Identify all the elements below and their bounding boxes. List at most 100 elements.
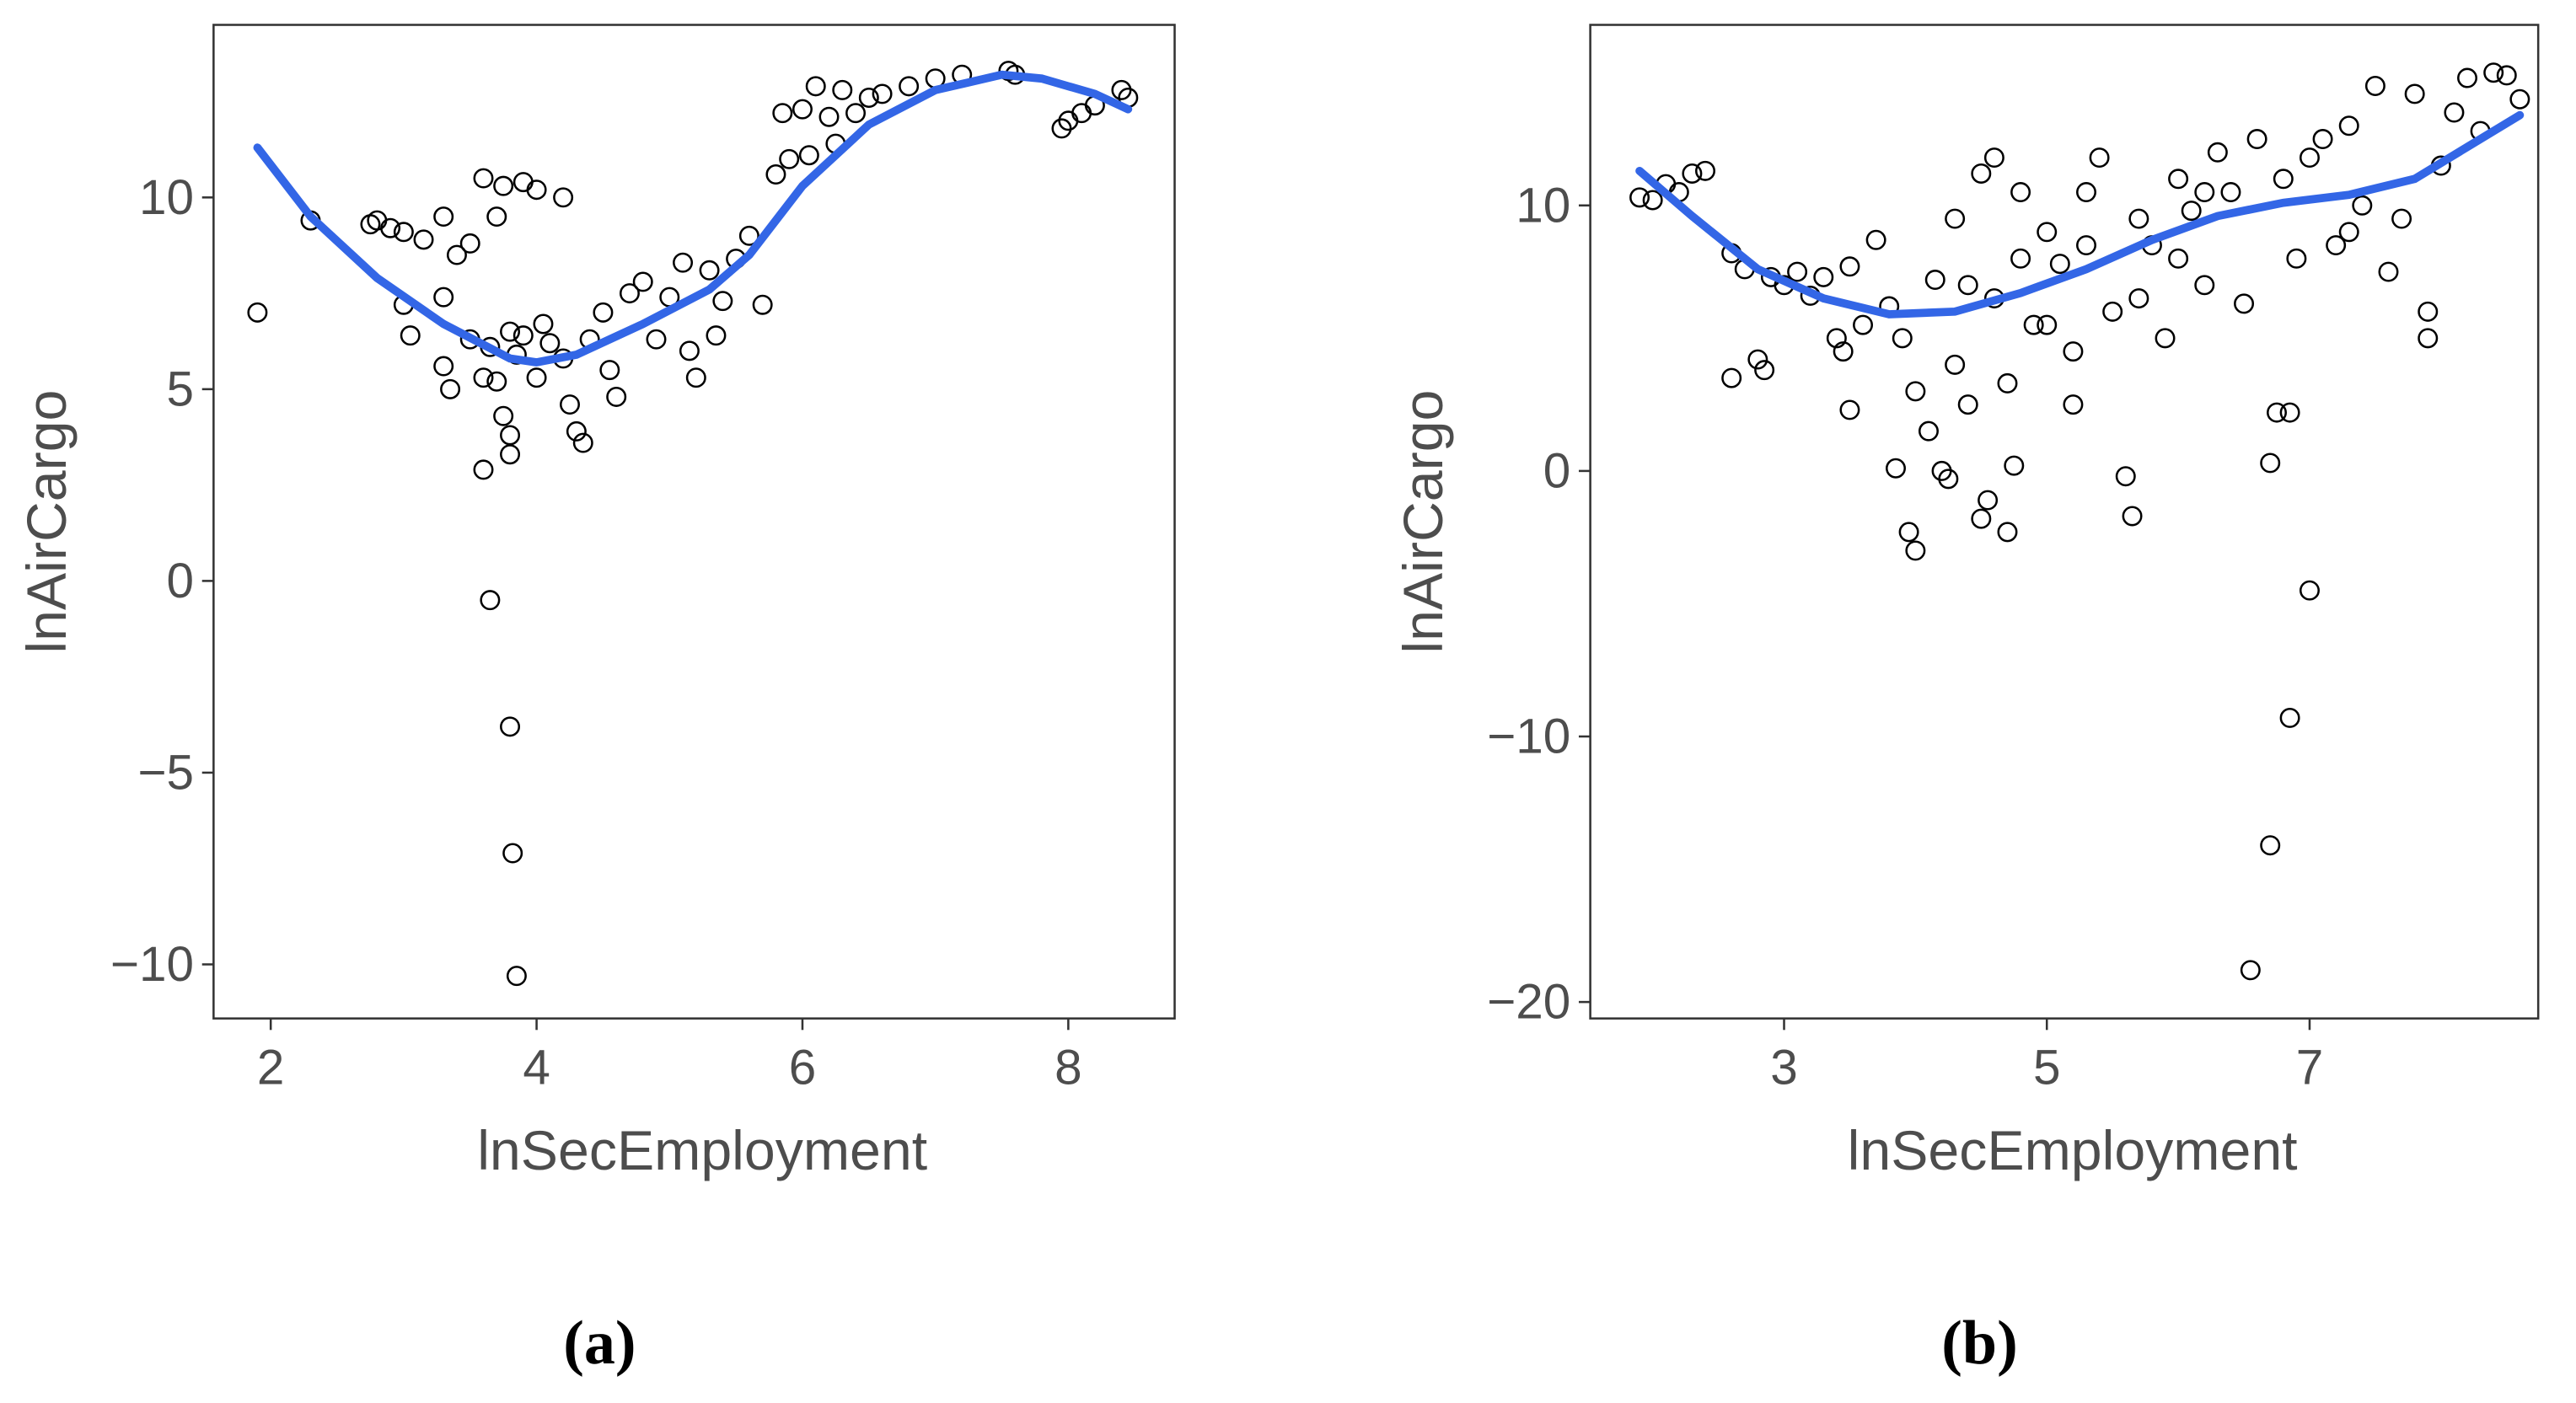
- point: [1886, 458, 1906, 479]
- point: [2326, 235, 2347, 256]
- point: [2483, 62, 2504, 83]
- point: [899, 76, 920, 97]
- y-tick-label: 0: [166, 554, 194, 608]
- point: [673, 252, 694, 273]
- point: [2023, 314, 2044, 335]
- point: [1865, 229, 1886, 250]
- point: [2496, 65, 2517, 86]
- point: [2037, 222, 2058, 243]
- point: [1938, 469, 1959, 490]
- smooth-line: [253, 70, 1133, 367]
- x-axis-title: lnSecEmployment: [477, 1120, 927, 1182]
- point: [2378, 261, 2399, 282]
- point: [2240, 960, 2261, 981]
- point: [526, 179, 547, 201]
- point: [2267, 402, 2287, 423]
- point: [2181, 201, 2202, 222]
- point: [798, 145, 819, 166]
- point: [1997, 372, 2018, 394]
- point: [818, 106, 840, 127]
- point: [1642, 190, 1663, 211]
- point: [1918, 420, 1939, 442]
- point: [433, 286, 454, 308]
- x-tick-label: 3: [1770, 1041, 1798, 1095]
- point: [1853, 314, 1874, 335]
- point: [493, 405, 514, 426]
- point: [513, 172, 534, 193]
- point: [2299, 580, 2320, 601]
- point: [2418, 301, 2439, 322]
- point: [553, 187, 574, 208]
- point: [858, 88, 879, 108]
- y-tick-label: −20: [1487, 975, 1570, 1030]
- point: [2260, 452, 2281, 474]
- point: [1957, 275, 1978, 296]
- point: [1839, 256, 1860, 277]
- point: [1971, 163, 1992, 184]
- x-axis-title: lnSecEmployment: [1848, 1120, 2298, 1182]
- caption: (b): [1941, 1309, 2018, 1378]
- point: [1813, 266, 1834, 287]
- point: [440, 378, 461, 399]
- point: [2352, 195, 2373, 216]
- x-tick-label: 6: [789, 1041, 817, 1095]
- point: [2076, 235, 2096, 256]
- point: [380, 217, 401, 238]
- point: [1111, 79, 1132, 100]
- point: [1905, 540, 1926, 561]
- caption: (a): [563, 1309, 636, 1378]
- point: [2128, 288, 2149, 309]
- point: [2063, 341, 2084, 362]
- point: [560, 394, 580, 415]
- point: [2194, 275, 2215, 296]
- point: [792, 99, 813, 120]
- point: [367, 210, 388, 231]
- y-axis-title: lnAirCargo: [1393, 390, 1455, 654]
- point: [500, 425, 521, 446]
- point: [2404, 83, 2425, 104]
- point: [1629, 187, 1650, 208]
- point: [2010, 182, 2031, 203]
- point: [360, 214, 381, 235]
- point: [2168, 248, 2189, 269]
- point: [1826, 328, 1847, 349]
- point: [1754, 360, 1775, 381]
- point: [2279, 402, 2300, 423]
- point: [2418, 328, 2439, 349]
- point: [1983, 147, 2004, 169]
- point: [473, 168, 494, 189]
- y-tick-label: 5: [166, 361, 194, 416]
- point: [1839, 399, 1860, 420]
- point: [500, 321, 521, 342]
- point: [400, 325, 421, 346]
- point: [685, 367, 706, 388]
- point: [1957, 394, 1978, 415]
- point: [2076, 182, 2096, 203]
- point: [646, 329, 667, 350]
- point: [500, 444, 521, 465]
- point: [2155, 328, 2176, 349]
- point: [2037, 314, 2058, 335]
- point: [1747, 349, 1768, 370]
- x-tick-label: 8: [1055, 1041, 1082, 1095]
- point: [433, 356, 454, 377]
- point: [1721, 367, 1742, 388]
- y-tick-label: −10: [110, 937, 194, 992]
- plot-frame: [212, 24, 1176, 1020]
- point: [2115, 466, 2136, 487]
- point: [1787, 261, 1808, 282]
- point: [433, 206, 454, 228]
- point: [2312, 129, 2333, 150]
- point: [566, 420, 587, 442]
- point: [473, 367, 494, 388]
- point: [805, 76, 826, 97]
- point: [480, 590, 501, 611]
- point: [1833, 341, 1854, 362]
- point: [2128, 208, 2149, 229]
- panel: 3 5 7 −20 −10 0 10 lnSecEmployment lnAirCargo (b): [1393, 24, 2540, 1378]
- point: [599, 360, 620, 381]
- point: [2246, 129, 2267, 150]
- x-tick-label: 7: [2296, 1041, 2324, 1095]
- point: [1905, 381, 1926, 402]
- point: [1695, 160, 1715, 181]
